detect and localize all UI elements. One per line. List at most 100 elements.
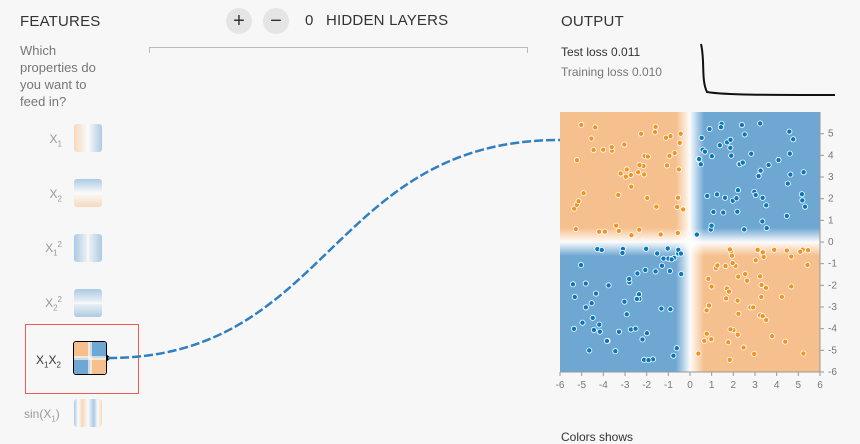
data-point-blue — [678, 271, 685, 278]
data-point-blue — [701, 148, 708, 155]
data-point-blue — [668, 256, 675, 263]
remove-layer-button[interactable]: − — [263, 8, 289, 34]
features-title: FEATURES — [20, 13, 101, 30]
feature-label: X1 — [49, 132, 62, 149]
data-point-blue — [759, 194, 766, 201]
data-point-blue — [696, 156, 703, 163]
y-tick-label: -6 — [828, 367, 837, 378]
data-point-orange — [708, 336, 715, 343]
add-layer-button[interactable]: + — [226, 8, 252, 34]
data-point-orange — [726, 356, 733, 363]
data-point-orange — [734, 297, 741, 304]
data-point-blue — [775, 157, 782, 164]
data-point-orange — [638, 130, 645, 137]
data-point-orange — [757, 273, 764, 280]
data-point-blue — [642, 267, 649, 274]
data-point-blue — [734, 208, 741, 215]
data-point-blue — [698, 134, 705, 141]
data-point-orange — [636, 226, 643, 233]
data-point-orange — [726, 288, 733, 295]
y-tick-label: -2 — [828, 280, 837, 291]
data-point-orange — [627, 172, 634, 179]
data-point-orange — [763, 317, 770, 324]
data-point-blue — [571, 293, 578, 300]
data-point-orange — [742, 270, 749, 277]
network-bracket — [149, 47, 528, 53]
y-tick-label: -3 — [828, 302, 837, 313]
data-point-orange — [752, 257, 759, 264]
x-tick-label: 2 — [731, 380, 737, 391]
feature-thumbnail — [74, 399, 102, 427]
data-point-blue — [579, 319, 586, 326]
data-point-blue — [667, 306, 674, 313]
data-point-blue — [634, 270, 641, 277]
data-point-blue — [739, 159, 746, 166]
data-point-orange — [723, 295, 730, 302]
data-point-blue — [752, 191, 759, 198]
data-point-orange — [735, 273, 742, 280]
data-point-orange — [676, 139, 683, 146]
y-tick-label: 5 — [828, 129, 834, 140]
data-point-orange — [662, 134, 669, 141]
data-point-orange — [628, 232, 635, 239]
y-tick-label: -5 — [828, 345, 837, 356]
data-point-blue — [708, 222, 715, 229]
data-point-orange — [695, 350, 702, 357]
data-point-blue — [590, 326, 597, 333]
data-point-orange — [763, 284, 770, 291]
data-point-blue — [786, 128, 793, 135]
data-point-orange — [588, 135, 595, 142]
data-point-orange — [805, 247, 812, 254]
data-point-orange — [644, 194, 651, 201]
output-heatmap[interactable]: -6 -5 -4 -3 -2 -1 0 1 2 3 4 5 6 5 4 3 2 1 0 -1 -2 -3 -4 -5 -6 — [555, 105, 855, 395]
data-point-blue — [658, 305, 665, 312]
data-point-orange — [703, 307, 710, 314]
data-point-orange — [703, 330, 710, 337]
x-tick-label: -4 — [599, 380, 608, 391]
data-point-orange — [674, 203, 681, 210]
data-point-blue — [593, 290, 600, 297]
data-point-orange — [671, 149, 678, 156]
data-point-blue — [706, 126, 713, 133]
data-point-blue — [741, 131, 748, 138]
data-point-orange — [622, 173, 629, 180]
data-point-blue — [787, 171, 794, 178]
data-point-orange — [652, 129, 659, 136]
data-point-blue — [783, 212, 790, 219]
data-point-blue — [757, 167, 764, 174]
data-point-orange — [617, 170, 624, 177]
data-point-orange — [734, 331, 741, 338]
data-point-blue — [748, 150, 755, 157]
data-point-blue — [586, 347, 593, 354]
feature-thumbnail — [74, 234, 102, 262]
y-tick-label: -1 — [828, 259, 837, 270]
data-point-blue — [582, 304, 589, 311]
data-point-blue — [728, 152, 735, 159]
data-point-orange — [613, 222, 620, 229]
data-point-orange — [729, 260, 736, 267]
data-point-blue — [741, 226, 748, 233]
feature-thumbnail — [74, 124, 102, 152]
data-point-orange — [788, 253, 795, 260]
data-point-blue — [582, 280, 589, 287]
colors-caption: Colors shows — [561, 430, 634, 444]
data-point-orange — [677, 130, 684, 137]
data-point-orange — [600, 146, 607, 153]
data-point-blue — [588, 300, 595, 307]
feature-thumbnail — [74, 289, 102, 317]
data-point-orange — [635, 169, 642, 176]
data-point-orange — [769, 333, 776, 340]
x-tick-label: 6 — [817, 380, 823, 391]
data-point-orange — [759, 249, 766, 256]
data-point-blue — [623, 311, 630, 318]
data-point-blue — [786, 150, 793, 157]
data-point-orange — [615, 191, 622, 198]
feature-x1x2-selected[interactable]: X1X2 — [25, 324, 139, 394]
data-point-orange — [778, 293, 785, 300]
data-point-orange — [680, 206, 687, 213]
data-point-blue — [570, 325, 577, 332]
data-point-orange — [572, 226, 579, 233]
data-point-orange — [760, 253, 767, 260]
data-point-orange — [666, 152, 673, 159]
